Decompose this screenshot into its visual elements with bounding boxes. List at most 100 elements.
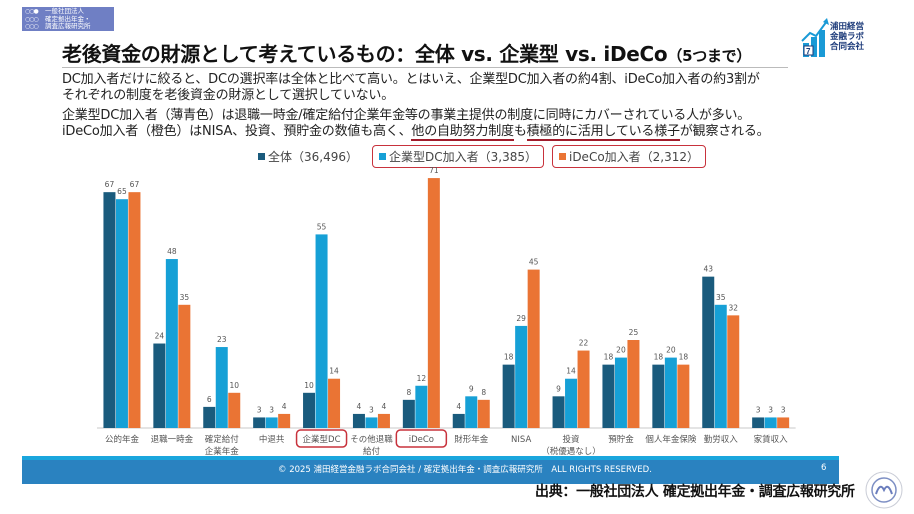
category-label: 企業年金 xyxy=(205,446,240,457)
category-label: 確定給付 xyxy=(205,434,240,445)
category-label: その他退職 xyxy=(350,434,393,445)
description-line-3: 企業型DC加入者（薄青色）は退職一時金/確定給付企業年金等の事業主提供の制度に同… xyxy=(62,108,751,123)
category-label: 財形年金 xyxy=(454,434,489,445)
data-label: 32 xyxy=(728,303,738,312)
slide-title-main: 老後資金の財源として考えているもの：全体 vs. 企業型 vs. iDeCo xyxy=(62,42,668,66)
org-logo-line: 確定拠出年金・ xyxy=(45,14,91,23)
legend-item-ideco: iDeCo加入者（2,312） xyxy=(551,145,707,168)
data-label: 20 xyxy=(616,346,626,355)
bar xyxy=(527,269,540,428)
bar xyxy=(315,234,328,428)
data-label: 4 xyxy=(382,402,387,411)
category-label: 退職一時金 xyxy=(151,434,194,445)
bar xyxy=(427,178,440,428)
data-label: 45 xyxy=(529,258,539,267)
data-label: 3 xyxy=(269,405,274,414)
bar xyxy=(215,347,228,428)
category-label: 投資 xyxy=(563,434,580,445)
data-label: 35 xyxy=(716,293,726,302)
bar xyxy=(577,350,590,428)
brand-name: 浦田経営 金融ラボ 合同会社 xyxy=(830,22,864,52)
bar xyxy=(265,417,278,428)
bar xyxy=(777,417,790,428)
legend-item-corporate-dc: 企業型DC加入者（3,385） xyxy=(372,145,544,168)
data-label: 3 xyxy=(781,405,786,414)
description-line-2: それぞれの制度を老後資金の財源として選択していない。 xyxy=(62,88,395,103)
bar xyxy=(253,417,266,428)
page-number: 6 xyxy=(821,463,827,473)
description-highlight: 他の自助努力制度 xyxy=(411,124,514,141)
bar xyxy=(153,343,166,428)
org-logo-line: 一般社団法人 xyxy=(45,7,84,15)
data-label: 18 xyxy=(679,353,689,362)
category-label: 企業型DC xyxy=(303,434,341,445)
category-highlight-box xyxy=(295,429,348,448)
data-label: 67 xyxy=(130,180,140,189)
title-divider xyxy=(62,67,788,68)
category-label: 個人年金保険 xyxy=(645,434,697,445)
data-label: 3 xyxy=(756,405,761,414)
bar xyxy=(552,396,565,428)
data-label: 24 xyxy=(155,332,165,341)
category-label: NISA xyxy=(511,435,531,445)
bar xyxy=(328,378,341,428)
category-label: 中退共 xyxy=(259,434,285,445)
data-label: 10 xyxy=(304,381,314,390)
legend-swatch xyxy=(379,153,386,160)
data-label: 14 xyxy=(329,367,339,376)
bar xyxy=(452,413,465,428)
chart-legend: 全体（36,496） 企業型DC加入者（3,385） iDeCo加入者（2,31… xyxy=(252,145,707,168)
category-label: 家賃収入 xyxy=(754,434,789,445)
data-label: 4 xyxy=(282,402,287,411)
bar xyxy=(714,304,727,428)
money-sense-college-seal-icon xyxy=(865,471,903,509)
description-text: iDeCo加入者（橙色）はNISA、投資、預貯金の数値も高く、 xyxy=(62,124,412,139)
data-label: 18 xyxy=(654,353,664,362)
bar xyxy=(365,417,378,428)
svg-text:7: 7 xyxy=(806,47,811,56)
org-logo-line: 調査広報研究所 xyxy=(45,22,91,30)
network-dots-icon: ○○○ xyxy=(25,23,39,30)
category-highlight-box xyxy=(395,429,448,448)
data-label: 9 xyxy=(469,384,474,393)
bar xyxy=(502,364,515,428)
description-text: も xyxy=(513,124,527,139)
bar xyxy=(415,385,428,428)
category-label: （税優遇なし） xyxy=(541,446,601,457)
data-label: 23 xyxy=(217,335,227,344)
bar xyxy=(115,199,128,428)
bar xyxy=(128,192,141,428)
category-label: 公的年金 xyxy=(105,434,140,445)
data-label: 43 xyxy=(703,265,713,274)
data-label: 8 xyxy=(481,388,486,397)
rising-chart-logo-icon: 7 xyxy=(801,18,829,57)
footer-copyright: © 2025 浦田経営金融ラボ合同会社 / 確定拠出年金・調査広報研究所 ALL… xyxy=(278,465,652,475)
data-label: 3 xyxy=(257,405,262,414)
legend-item-all: 全体（36,496） xyxy=(252,146,364,167)
bar xyxy=(664,357,677,428)
bar xyxy=(165,259,178,428)
slide-title: 老後資金の財源として考えているもの：全体 vs. 企業型 vs. iDeCo（5… xyxy=(62,38,751,67)
org-logo: ○○● 一般社団法人 ○○○ 確定拠出年金・ ○○○ 調査広報研究所 xyxy=(22,7,114,31)
bar xyxy=(702,276,715,428)
bar xyxy=(278,413,291,428)
data-label: 3 xyxy=(369,405,374,414)
data-label: 18 xyxy=(504,353,514,362)
data-label: 67 xyxy=(105,180,115,189)
bar xyxy=(303,392,316,428)
bar xyxy=(764,417,777,428)
data-label: 8 xyxy=(406,388,411,397)
data-label: 10 xyxy=(229,381,239,390)
bar xyxy=(565,378,578,428)
bar xyxy=(677,364,690,428)
bar xyxy=(228,392,241,428)
bar xyxy=(178,304,191,428)
legend-label: 企業型DC加入者（3,385） xyxy=(389,150,537,164)
data-label: 18 xyxy=(604,353,614,362)
data-label: 71 xyxy=(429,166,439,175)
bar xyxy=(203,406,216,428)
data-label: 22 xyxy=(579,339,589,348)
data-label: 29 xyxy=(516,314,526,323)
data-label: 14 xyxy=(566,367,576,376)
data-label: 6 xyxy=(207,395,212,404)
